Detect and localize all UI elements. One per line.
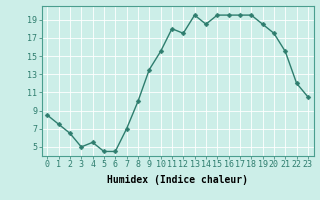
X-axis label: Humidex (Indice chaleur): Humidex (Indice chaleur): [107, 175, 248, 185]
